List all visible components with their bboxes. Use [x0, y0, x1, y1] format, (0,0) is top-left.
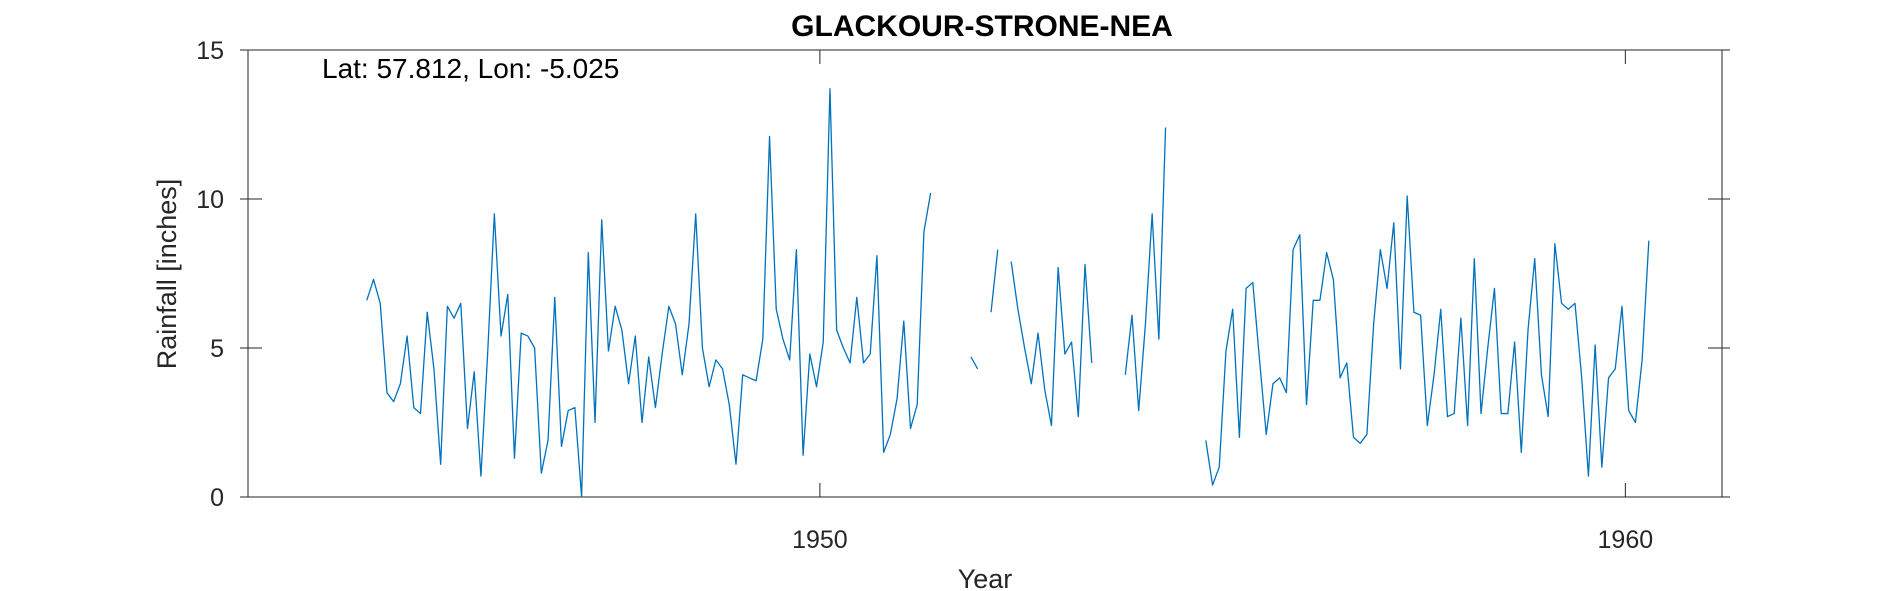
x-tick-label: 1960 [1598, 526, 1654, 554]
y-tick-label: 10 [196, 186, 224, 214]
y-axis-label: Rainfall [inches] [152, 179, 182, 370]
series-line-segment [990, 249, 999, 313]
series-line-segment [970, 356, 979, 370]
location-annotation: Lat: 57.812, Lon: -5.025 [322, 53, 619, 84]
series-line-segment [1205, 195, 1650, 486]
chart-title: GLACKOUR-STRONE-NEA [791, 10, 1173, 43]
x-axis-label: Year [958, 564, 1013, 591]
tick-labels: 0 5 10 15 1950 1960 [196, 37, 1653, 554]
plot-area [247, 49, 1723, 498]
y-tick-label: 5 [210, 335, 224, 363]
series-line-segment [1010, 261, 1093, 427]
axis-ticks [240, 49, 1730, 498]
series-line-segment [1124, 127, 1167, 412]
series-line-segment [366, 88, 932, 498]
series-rainfall [366, 88, 1650, 498]
y-tick-label: 15 [196, 37, 224, 65]
y-tick-label: 0 [210, 484, 224, 512]
x-tick-label: 1950 [792, 526, 848, 554]
